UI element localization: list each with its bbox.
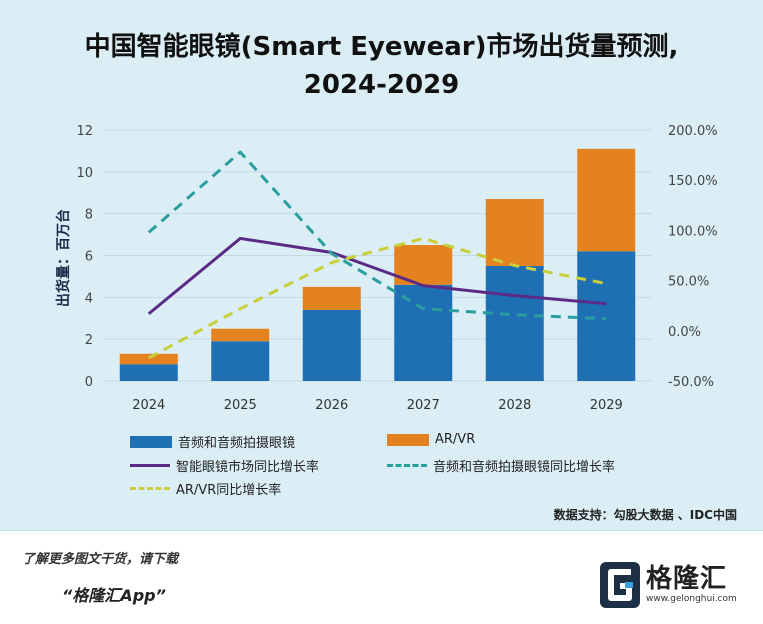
chart-title-line1: 中国智能眼镜(Smart Eyewear)市场出货量预测, [84, 32, 679, 62]
x-tick-label: 2027 [407, 398, 440, 413]
x-tick-label: 2025 [224, 398, 257, 413]
bar-audio [394, 284, 453, 381]
y-tick-label: 10 [76, 166, 93, 181]
bar-arvr [577, 148, 636, 252]
line-market-growth [147, 236, 607, 315]
y2-tick-label: 150.0% [668, 174, 718, 189]
promo-text: 了解更多图文干货，请下载 [22, 552, 179, 567]
legend-item-arvr: AR/VR [387, 432, 475, 447]
source-note: 数据支持：勾股大数据 、IDC中国 [553, 508, 737, 522]
line-arvr-growth [148, 236, 607, 360]
legend-item-arvr-growth: AR/VR同比增长率 [130, 479, 281, 498]
brand-logo-icon [600, 562, 640, 608]
bar-audio [119, 364, 178, 381]
legend-swatch-audio-growth [387, 464, 427, 467]
legend-swatch-market-growth [130, 464, 170, 467]
bar-arvr [302, 286, 361, 310]
legend-item-audio-growth: 音频和音频拍摄眼镜同比增长率 [387, 456, 615, 475]
chart-title-line2: 2024-2029 [303, 70, 460, 100]
bar-audio [577, 251, 636, 381]
divider [0, 530, 763, 531]
brand-logo-url: www.gelonghui.com [646, 594, 737, 604]
x-tick-label: 2024 [132, 398, 165, 413]
legend-label-audio-growth: 音频和音频拍摄眼镜同比增长率 [433, 460, 616, 475]
chart-title: 中国智能眼镜(Smart Eyewear)市场出货量预测, 2024-2029 [0, 28, 763, 104]
legend-swatch-arvr [387, 433, 429, 446]
x-tick-label: 2028 [498, 398, 531, 413]
bar-audio [211, 341, 270, 381]
brand-logo-name: 格隆汇 [646, 564, 728, 594]
x-tick-label: 2029 [590, 398, 623, 413]
line-audio-growth [147, 150, 607, 321]
y-tick-label: 12 [76, 124, 93, 139]
y2-tick-label: 0.0% [668, 325, 701, 340]
legend-label-market-growth: 智能眼镜市场同比增长率 [176, 460, 320, 475]
legend-swatch-arvr-growth [130, 487, 170, 490]
y2-tick-label: 50.0% [668, 275, 709, 290]
y-tick-label: 2 [85, 333, 93, 348]
promo-app-name[interactable]: “格隆汇App” [62, 586, 166, 605]
x-tick-label: 2026 [315, 398, 348, 413]
legend-item-audio: 音频和音频拍摄眼镜 [130, 432, 295, 451]
bar-arvr [485, 199, 544, 266]
y-tick-label: 8 [85, 208, 93, 223]
chart-card [0, 0, 763, 530]
bar-arvr [211, 328, 270, 342]
bar-audio [485, 265, 544, 381]
y2-tick-label: 200.0% [668, 124, 718, 139]
brand-logo[interactable]: 格隆汇 www.gelonghui.com [598, 558, 748, 612]
legend-item-market-growth: 智能眼镜市场同比增长率 [130, 456, 319, 475]
legend-label-audio: 音频和音频拍摄眼镜 [178, 436, 296, 451]
chart-plot: 0 2 4 6 8 10 12 -50.0% 0.0% 50.0% 100.0% 150.0% 200.… [55, 124, 718, 413]
y-axis-label: 出货量：百万台 [55, 209, 72, 307]
legend-label-arvr-growth: AR/VR同比增长率 [176, 483, 282, 498]
y2-tick-label: 100.0% [668, 224, 718, 239]
bar-audio [302, 309, 361, 381]
bar-arvr [119, 353, 178, 365]
legend-label-arvr: AR/VR [435, 432, 476, 447]
y-tick-label: 6 [85, 250, 93, 265]
y2-tick-label: -50.0% [668, 375, 714, 390]
y-tick-label: 4 [85, 291, 93, 306]
legend-swatch-audio [130, 435, 172, 448]
y-tick-label: 0 [85, 375, 93, 390]
